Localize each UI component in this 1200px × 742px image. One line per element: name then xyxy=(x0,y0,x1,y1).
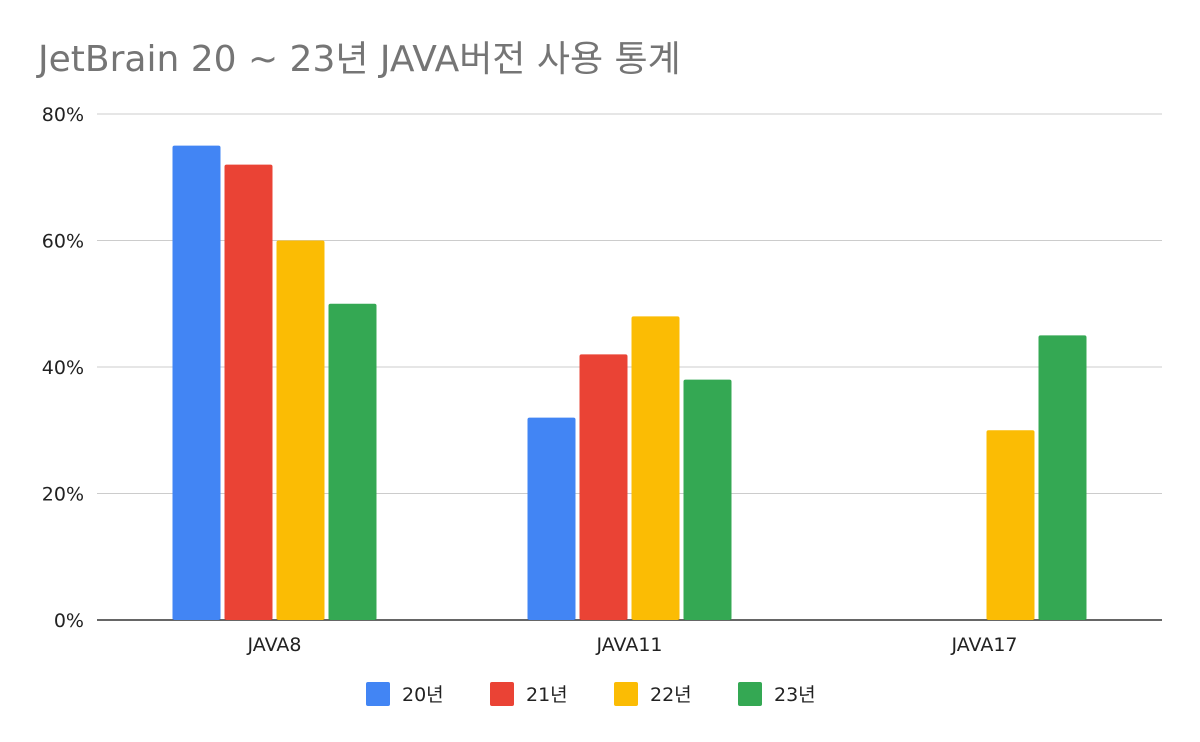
chart-title: JetBrain 20 ~ 23년 JAVA버전 사용 통계 xyxy=(38,39,681,80)
legend: 20년 21년 22년 23년 xyxy=(366,682,816,706)
y-tick-label: 20% xyxy=(42,484,84,506)
x-category-label: JAVA11 xyxy=(595,634,662,656)
bar-java8-0 xyxy=(172,145,221,620)
bar-java17-3 xyxy=(1038,335,1087,620)
gridlines xyxy=(97,113,1162,621)
legend-label: 23년 xyxy=(774,684,816,706)
bar-java11-1 xyxy=(579,354,628,620)
y-tick-label: 40% xyxy=(42,357,84,379)
legend-label: 22년 xyxy=(650,684,692,706)
legend-label: 21년 xyxy=(526,684,568,706)
y-tick-label: 80% xyxy=(42,104,84,126)
legend-swatch xyxy=(366,682,390,706)
legend-swatch xyxy=(738,682,762,706)
bar-java11-2 xyxy=(631,316,680,620)
bar-java8-3 xyxy=(328,303,377,620)
x-category-label: JAVA8 xyxy=(247,634,302,656)
bar-java8-1 xyxy=(224,164,273,620)
x-category-label: JAVA17 xyxy=(950,634,1017,656)
bar-java8-2 xyxy=(276,240,325,620)
bar-java11-3 xyxy=(683,379,732,620)
bars xyxy=(172,145,1087,620)
y-tick-label: 60% xyxy=(42,231,84,253)
bar-java11-0 xyxy=(527,417,576,620)
x-axis-category-labels: JAVA8 JAVA11 JAVA17 xyxy=(247,634,1018,656)
legend-swatch xyxy=(614,682,638,706)
bar-java17-2 xyxy=(986,430,1035,620)
y-tick-label: 0% xyxy=(54,610,84,632)
legend-swatch xyxy=(490,682,514,706)
legend-label: 20년 xyxy=(402,684,444,706)
y-axis-tick-labels: 0% 20% 40% 60% 80% xyxy=(42,104,84,632)
